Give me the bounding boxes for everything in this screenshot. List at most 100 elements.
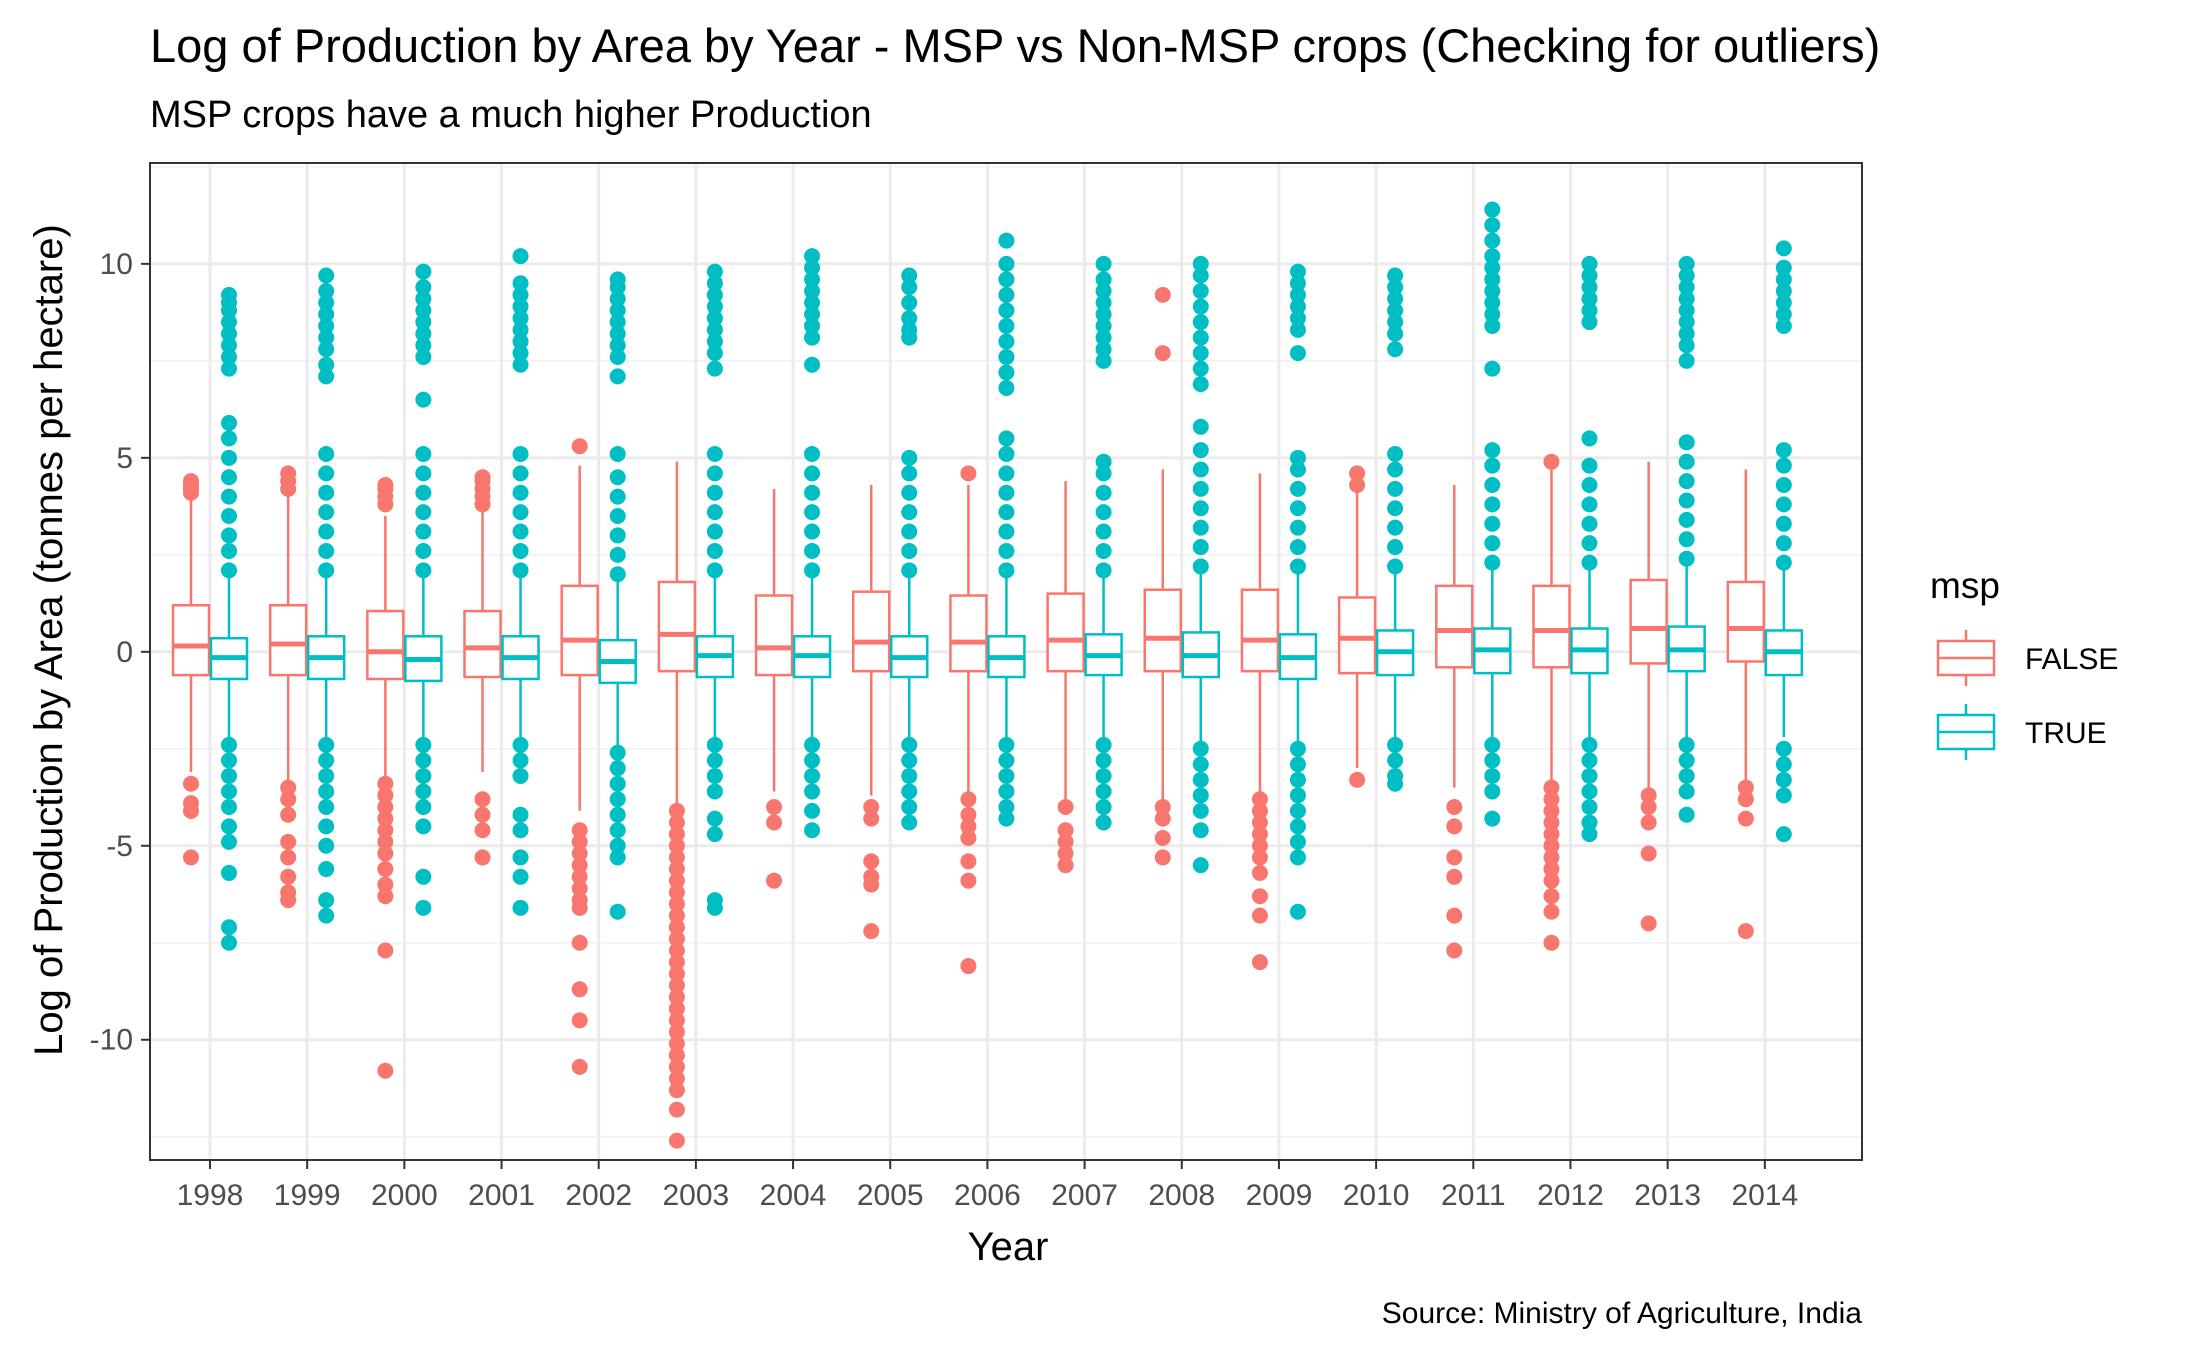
outlier-point [1484,783,1501,800]
outlier-point [1095,352,1112,369]
outlier-point [1192,480,1209,497]
outlier-point [1095,317,1112,334]
outlier-point [474,849,491,866]
outlier-point [1678,314,1695,331]
outlier-point [571,822,588,839]
outlier-point [571,438,588,455]
x-tick-label: 2014 [1731,1179,1798,1212]
outlier-point [318,736,335,753]
outlier-point [1484,232,1501,249]
outlier-point [1640,814,1657,831]
outlier-point [377,1062,394,1079]
x-tick-label: 1998 [177,1179,244,1212]
x-tick-label: 2001 [468,1179,535,1212]
outlier-point [668,919,685,936]
outlier-point [415,783,432,800]
outlier-point [1737,810,1754,827]
outlier-point [571,880,588,897]
outlier-point [1289,461,1306,478]
outlier-point [1678,434,1695,451]
outlier-point [280,806,297,823]
outlier-point [609,469,626,486]
outlier-point [512,752,529,769]
outlier-point [221,767,237,784]
outlier-point [1543,453,1560,470]
outlier-point [706,321,723,338]
outlier-point [1543,903,1560,920]
outlier-point [1387,302,1404,319]
outlier-point [901,321,918,338]
outlier-point [998,542,1015,559]
outlier-point [609,744,626,761]
outlier-point [415,348,432,365]
outlier-point [1251,864,1268,881]
outlier-point [415,736,432,753]
box-true-2007 [1084,574,1123,738]
outlier-point [1737,791,1754,808]
outlier-point [1192,802,1209,819]
outlier-point [804,562,821,579]
outlier-point [668,989,685,1006]
outlier-point [1581,554,1598,571]
outlier-point [512,248,529,265]
outlier-point [668,884,685,901]
outlier-point [901,294,918,311]
outlier-point [901,465,918,482]
outlier-point [415,767,432,784]
outlier-point [512,542,529,559]
outlier-point [221,337,237,354]
outlier-point [318,861,335,878]
outlier-point [804,294,821,311]
outlier-point [1581,255,1598,272]
outlier-point [998,752,1015,769]
box-false-2011 [1435,484,1474,788]
outlier-point [1775,740,1792,757]
outlier-point [668,942,685,959]
outlier-point [668,965,685,982]
outlier-point [1289,740,1306,757]
box-false-2007 [1046,481,1085,804]
box-iqr [366,609,405,681]
box-iqr [1143,588,1183,673]
outlier-point [706,736,723,753]
outlier-point [1289,298,1306,315]
outlier-point [1678,783,1695,800]
x-tick-label: 2000 [371,1179,438,1212]
outlier-point [1387,267,1404,284]
outlier-point [998,255,1015,272]
outlier-point [221,414,237,431]
outlier-point [1095,814,1112,831]
outlier-point [1678,511,1695,528]
outlier-point [571,1058,588,1075]
x-tick-label: 2013 [1634,1179,1701,1212]
outlier-point [1251,837,1268,854]
outlier-point [804,767,821,784]
outlier-point [512,523,529,540]
y-tick-label: 10 [100,248,133,281]
outlier-point [1737,923,1754,940]
outlier-point [1095,294,1112,311]
outlier-point [998,302,1015,319]
outlier-point [1192,283,1209,300]
outlier-point [1289,519,1306,536]
outlier-point [318,484,335,501]
outlier-point [1289,286,1306,303]
outlier-point [1289,321,1306,338]
outlier-point [960,791,977,808]
outlier-point [1387,341,1404,358]
outlier-point [415,302,432,319]
outlier-point [1095,329,1112,346]
outlier-point [1775,535,1792,552]
outlier-point [1095,736,1112,753]
outlier-point [183,802,199,819]
outlier-point [1775,515,1792,532]
x-tick-label: 2006 [954,1179,1021,1212]
outlier-point [1192,500,1209,517]
legend-title: msp [1930,565,2000,606]
outlier-point [1775,756,1792,773]
outlier-point [901,783,918,800]
outlier-point [571,1012,588,1029]
y-axis-title: Log of Production by Area (tonnes per he… [27,224,71,1056]
outlier-point [706,826,723,843]
outlier-point [901,484,918,501]
